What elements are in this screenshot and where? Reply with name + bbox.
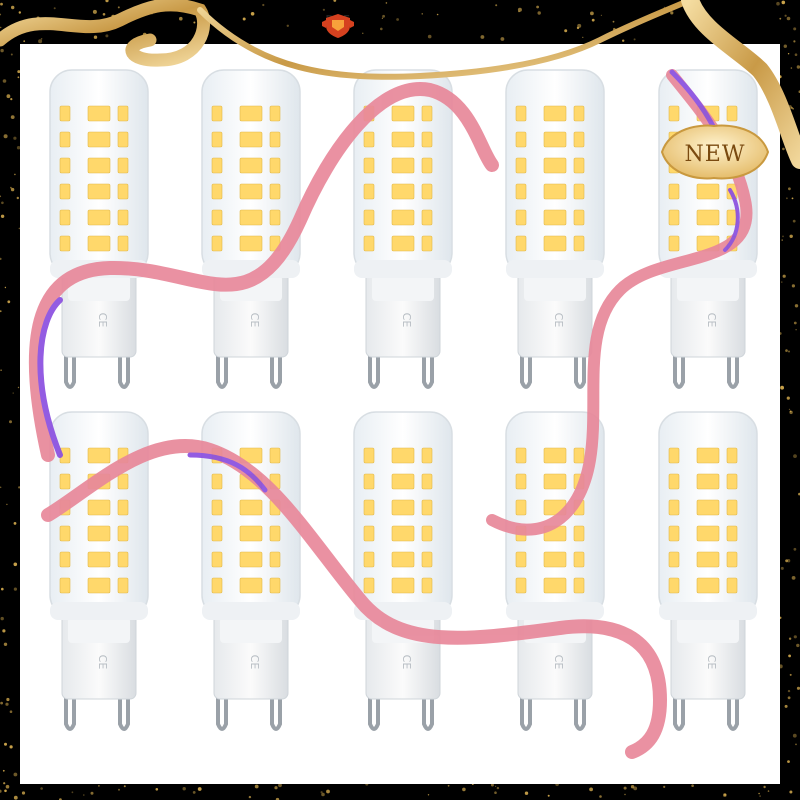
bulb-collar [677, 275, 739, 301]
bulb-pin [520, 692, 532, 731]
bulb-pin [118, 692, 130, 731]
bulb-pin [574, 692, 586, 731]
bulb-grid: CE CE CE CE CE CE CE CE CE CE [49, 69, 758, 731]
ce-mark-icon: CE [705, 655, 718, 670]
ce-mark-icon: CE [248, 655, 261, 670]
bulb-collar [677, 617, 739, 643]
ce-mark-icon: CE [552, 313, 565, 328]
led-chips [59, 105, 129, 252]
bulb-pin [520, 350, 532, 389]
led-chips [363, 447, 433, 594]
bulb-collar [372, 275, 434, 301]
bulb: CE [353, 69, 453, 389]
ce-mark-icon: CE [248, 313, 261, 328]
bulb-capsule-rim [506, 260, 604, 278]
bulb-collar [68, 617, 130, 643]
bulb: CE [49, 69, 149, 389]
bulb: CE [658, 411, 758, 731]
bulb-pin [64, 692, 76, 731]
shield-icon [322, 14, 354, 38]
bulb-capsule-rim [50, 602, 148, 620]
new-badge: NEW [660, 124, 770, 180]
bulb-pin [64, 350, 76, 389]
bulb-pin [368, 692, 380, 731]
bulb-pin [270, 350, 282, 389]
ce-mark-icon: CE [96, 313, 109, 328]
bulb-pin [368, 350, 380, 389]
ce-mark-icon: CE [96, 655, 109, 670]
bulb-capsule-rim [202, 602, 300, 620]
bulb-collar [68, 275, 130, 301]
led-chips [211, 105, 281, 252]
led-chips [668, 447, 738, 594]
bulb-pin [673, 350, 685, 389]
bulb-collar [220, 617, 282, 643]
led-chips [515, 105, 585, 252]
bulb-pin [673, 692, 685, 731]
bulb-pin [216, 350, 228, 389]
bulb: CE [49, 411, 149, 731]
bulb-capsule-rim [506, 602, 604, 620]
ce-mark-icon: CE [400, 655, 413, 670]
bulb-pin [216, 692, 228, 731]
bulb: CE [201, 69, 301, 389]
bulb-capsule-rim [354, 260, 452, 278]
bulb-pin [727, 350, 739, 389]
ce-mark-icon: CE [705, 313, 718, 328]
bulb: CE [505, 69, 605, 389]
bulb-pin [727, 692, 739, 731]
bulb-capsule-rim [659, 602, 757, 620]
ce-mark-icon: CE [400, 313, 413, 328]
gold-ribbon [0, 0, 800, 169]
bulb-pin [118, 350, 130, 389]
bulb-pin [422, 350, 434, 389]
bulb-pin [422, 692, 434, 731]
bulb-collar [524, 275, 586, 301]
brand-logo: DDF [318, 12, 358, 38]
bulb-pin [270, 692, 282, 731]
new-badge-label: NEW [685, 142, 746, 167]
bulb-pin [574, 350, 586, 389]
led-chips [59, 447, 129, 594]
ce-mark-icon: CE [552, 655, 565, 670]
bulb: CE [353, 411, 453, 731]
